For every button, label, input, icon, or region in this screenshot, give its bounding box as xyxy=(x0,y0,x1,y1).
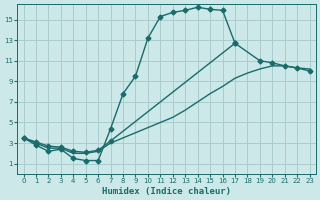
X-axis label: Humidex (Indice chaleur): Humidex (Indice chaleur) xyxy=(102,187,231,196)
